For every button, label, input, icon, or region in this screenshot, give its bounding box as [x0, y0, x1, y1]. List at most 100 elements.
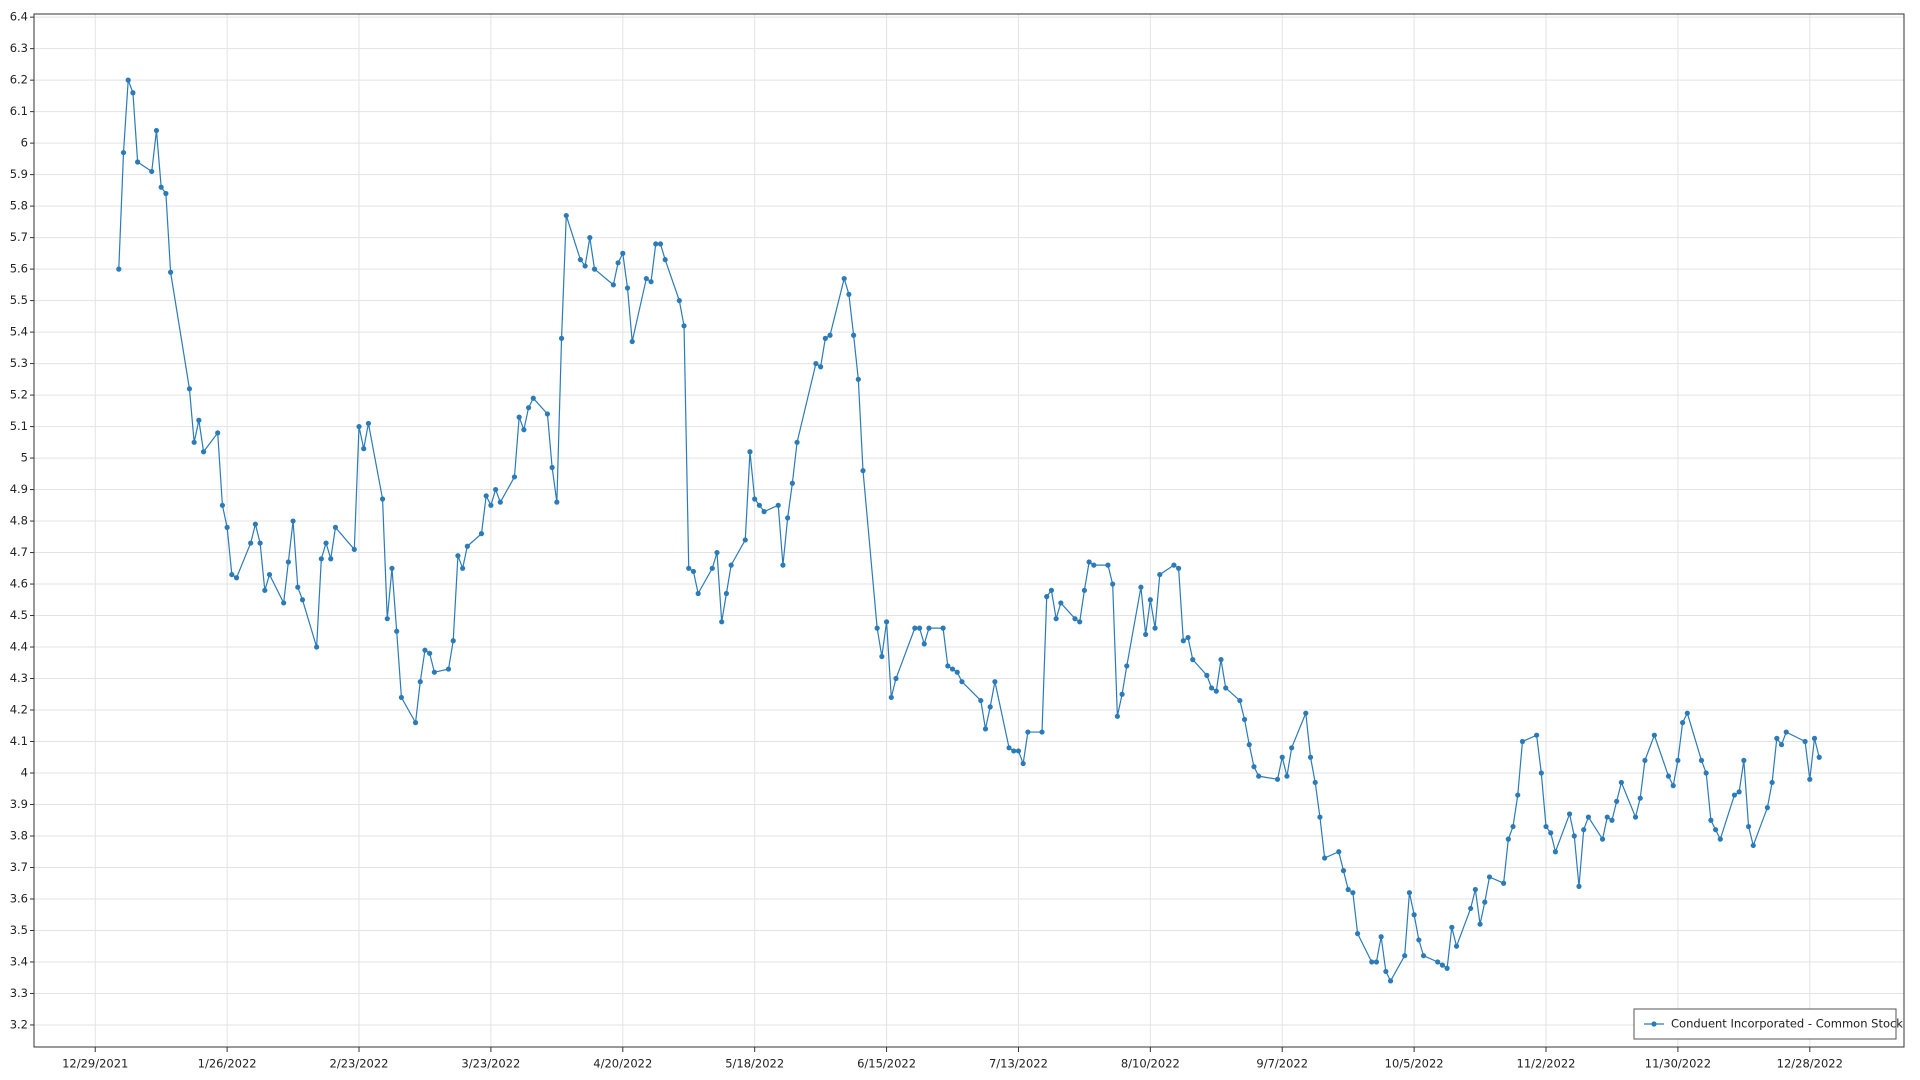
data-point	[1124, 663, 1130, 669]
data-point	[1213, 688, 1219, 694]
y-tick-label: 6.1	[10, 104, 28, 118]
data-point	[1741, 757, 1747, 764]
data-point	[384, 616, 390, 622]
data-point	[1119, 691, 1125, 697]
data-point	[1698, 757, 1705, 764]
x-tick-label: 11/2/2022	[1517, 1057, 1576, 1071]
y-tick-label: 3.6	[10, 891, 28, 905]
data-point	[624, 285, 631, 291]
legend-box	[1633, 1008, 1897, 1040]
data-point	[295, 584, 301, 590]
data-point	[1048, 587, 1055, 593]
data-point	[846, 291, 852, 297]
data-point	[1373, 959, 1380, 965]
x-tick-label: 3/23/2022	[461, 1057, 520, 1071]
data-point	[1482, 899, 1488, 905]
y-tick-label: 3.5	[10, 923, 28, 937]
data-point	[1764, 805, 1771, 811]
data-point	[1208, 685, 1215, 691]
x-tick-label: 11/30/2022	[1645, 1057, 1711, 1071]
legend-marker	[1651, 1021, 1657, 1027]
x-tick-label: 2/23/2022	[330, 1057, 389, 1071]
data-point	[219, 502, 226, 508]
data-point	[1072, 616, 1078, 622]
data-point	[1110, 581, 1116, 587]
data-point	[493, 486, 499, 493]
data-point	[1241, 716, 1248, 723]
data-point	[719, 619, 725, 625]
data-point	[916, 625, 923, 631]
data-point	[1091, 562, 1097, 568]
data-point	[1345, 886, 1351, 893]
data-point	[648, 279, 654, 285]
data-point	[756, 502, 762, 508]
data-point	[445, 666, 452, 672]
y-tick-label: 5.1	[10, 419, 28, 433]
data-point	[1114, 713, 1120, 719]
data-point	[525, 405, 532, 411]
data-point	[483, 493, 489, 499]
x-tick-label: 6/15/2022	[857, 1057, 916, 1071]
data-point	[1614, 798, 1620, 804]
data-point	[1322, 855, 1328, 861]
data-point	[1816, 754, 1822, 760]
data-point	[1340, 868, 1347, 874]
data-point	[1138, 584, 1144, 590]
data-point	[478, 531, 485, 537]
data-point	[789, 480, 795, 486]
data-point	[554, 499, 560, 505]
data-point	[224, 524, 230, 530]
data-point	[1246, 742, 1252, 748]
data-point	[582, 263, 588, 269]
data-point	[332, 524, 339, 530]
y-tick-label: 6	[21, 136, 28, 150]
data-point	[949, 666, 956, 672]
x-tick-label: 4/20/2022	[593, 1057, 652, 1071]
data-point	[610, 282, 616, 288]
data-point	[130, 90, 136, 96]
data-point	[281, 600, 287, 606]
data-point	[1336, 849, 1342, 855]
data-point	[1670, 783, 1676, 789]
data-point	[1350, 890, 1356, 896]
y-tick-label: 4.3	[10, 671, 28, 685]
data-point	[1190, 657, 1196, 663]
data-point	[191, 439, 197, 445]
data-point	[266, 571, 273, 578]
data-point	[1769, 779, 1775, 786]
y-tick-label: 3.8	[10, 828, 28, 842]
data-point	[1439, 962, 1445, 968]
data-point	[314, 644, 320, 650]
data-point	[1632, 814, 1639, 820]
data-point	[1783, 729, 1789, 735]
data-point	[780, 562, 786, 568]
y-tick-label: 3.2	[10, 1017, 28, 1031]
data-point	[855, 376, 861, 382]
data-point	[153, 127, 160, 134]
plot-area	[34, 14, 1904, 1047]
y-tick-label: 5.3	[10, 356, 28, 370]
data-point	[723, 590, 730, 597]
data-point	[992, 679, 998, 685]
data-point	[1453, 943, 1460, 949]
data-point	[1274, 776, 1281, 782]
data-point	[530, 395, 536, 401]
data-point	[116, 266, 122, 272]
data-point	[1618, 779, 1624, 786]
data-point	[1581, 827, 1587, 833]
data-point	[1515, 792, 1521, 798]
data-point	[215, 430, 221, 436]
data-point	[1486, 874, 1493, 880]
y-tick-label: 3.7	[10, 860, 28, 874]
data-point	[1185, 634, 1191, 641]
data-point	[1378, 934, 1384, 940]
x-tick-label: 10/5/2022	[1385, 1057, 1444, 1071]
data-point	[827, 332, 833, 338]
data-point	[888, 694, 894, 701]
data-point	[252, 521, 258, 527]
data-point	[747, 449, 753, 455]
data-point	[874, 625, 880, 631]
data-point	[822, 335, 828, 341]
data-point	[1303, 710, 1309, 716]
